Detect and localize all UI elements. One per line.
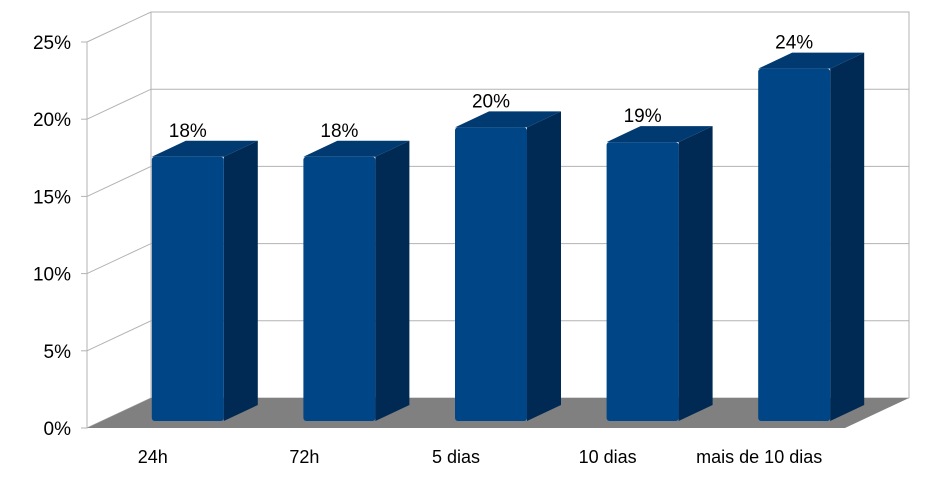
x-axis-categories: 24h 72h 5 dias 10 dias mais de 10 dias bbox=[138, 447, 822, 467]
data-labels: 18% 18% 20% 19% 24% bbox=[169, 33, 814, 142]
x-category-label: 72h bbox=[289, 447, 319, 467]
data-label: 18% bbox=[169, 121, 207, 142]
bar-front bbox=[758, 68, 831, 422]
bar-side bbox=[678, 126, 713, 421]
data-label: 24% bbox=[775, 33, 813, 54]
data-label: 19% bbox=[624, 106, 662, 127]
x-category-label: 5 dias bbox=[432, 447, 480, 467]
x-category-label: 10 dias bbox=[579, 447, 637, 467]
bar-top bbox=[758, 52, 865, 69]
bar-side bbox=[375, 140, 410, 421]
y-tick-label: 25% bbox=[33, 33, 71, 54]
bar bbox=[151, 140, 258, 421]
bar bbox=[455, 111, 561, 422]
bar bbox=[303, 140, 410, 421]
y-tick-label: 0% bbox=[44, 419, 72, 440]
bar-top bbox=[455, 111, 561, 128]
y-tick-label: 5% bbox=[44, 342, 72, 363]
bar bbox=[758, 52, 865, 422]
bar-front bbox=[303, 156, 376, 421]
data-label: 18% bbox=[320, 121, 358, 142]
y-tick-label: 15% bbox=[33, 187, 71, 208]
y-axis-ticks: 0% 5% 10% 15% 20% 25% bbox=[33, 33, 87, 440]
x-category-label: mais de 10 dias bbox=[696, 447, 822, 467]
bar-top bbox=[303, 140, 410, 157]
y-tick-label: 10% bbox=[33, 265, 71, 286]
bar-front bbox=[151, 156, 224, 421]
bar-front bbox=[455, 127, 527, 422]
bar-top bbox=[151, 140, 258, 157]
bar bbox=[606, 126, 713, 421]
gridline bbox=[86, 88, 909, 120]
data-label: 20% bbox=[472, 91, 510, 112]
gridline bbox=[86, 11, 909, 43]
y-tick-label: 20% bbox=[33, 110, 71, 131]
bar-side bbox=[223, 140, 258, 421]
x-category-label: 24h bbox=[138, 447, 168, 467]
bar-front bbox=[606, 142, 679, 421]
bar-side bbox=[830, 52, 865, 422]
bars bbox=[151, 52, 865, 422]
bar-side bbox=[527, 111, 561, 422]
bar-top bbox=[606, 126, 713, 143]
